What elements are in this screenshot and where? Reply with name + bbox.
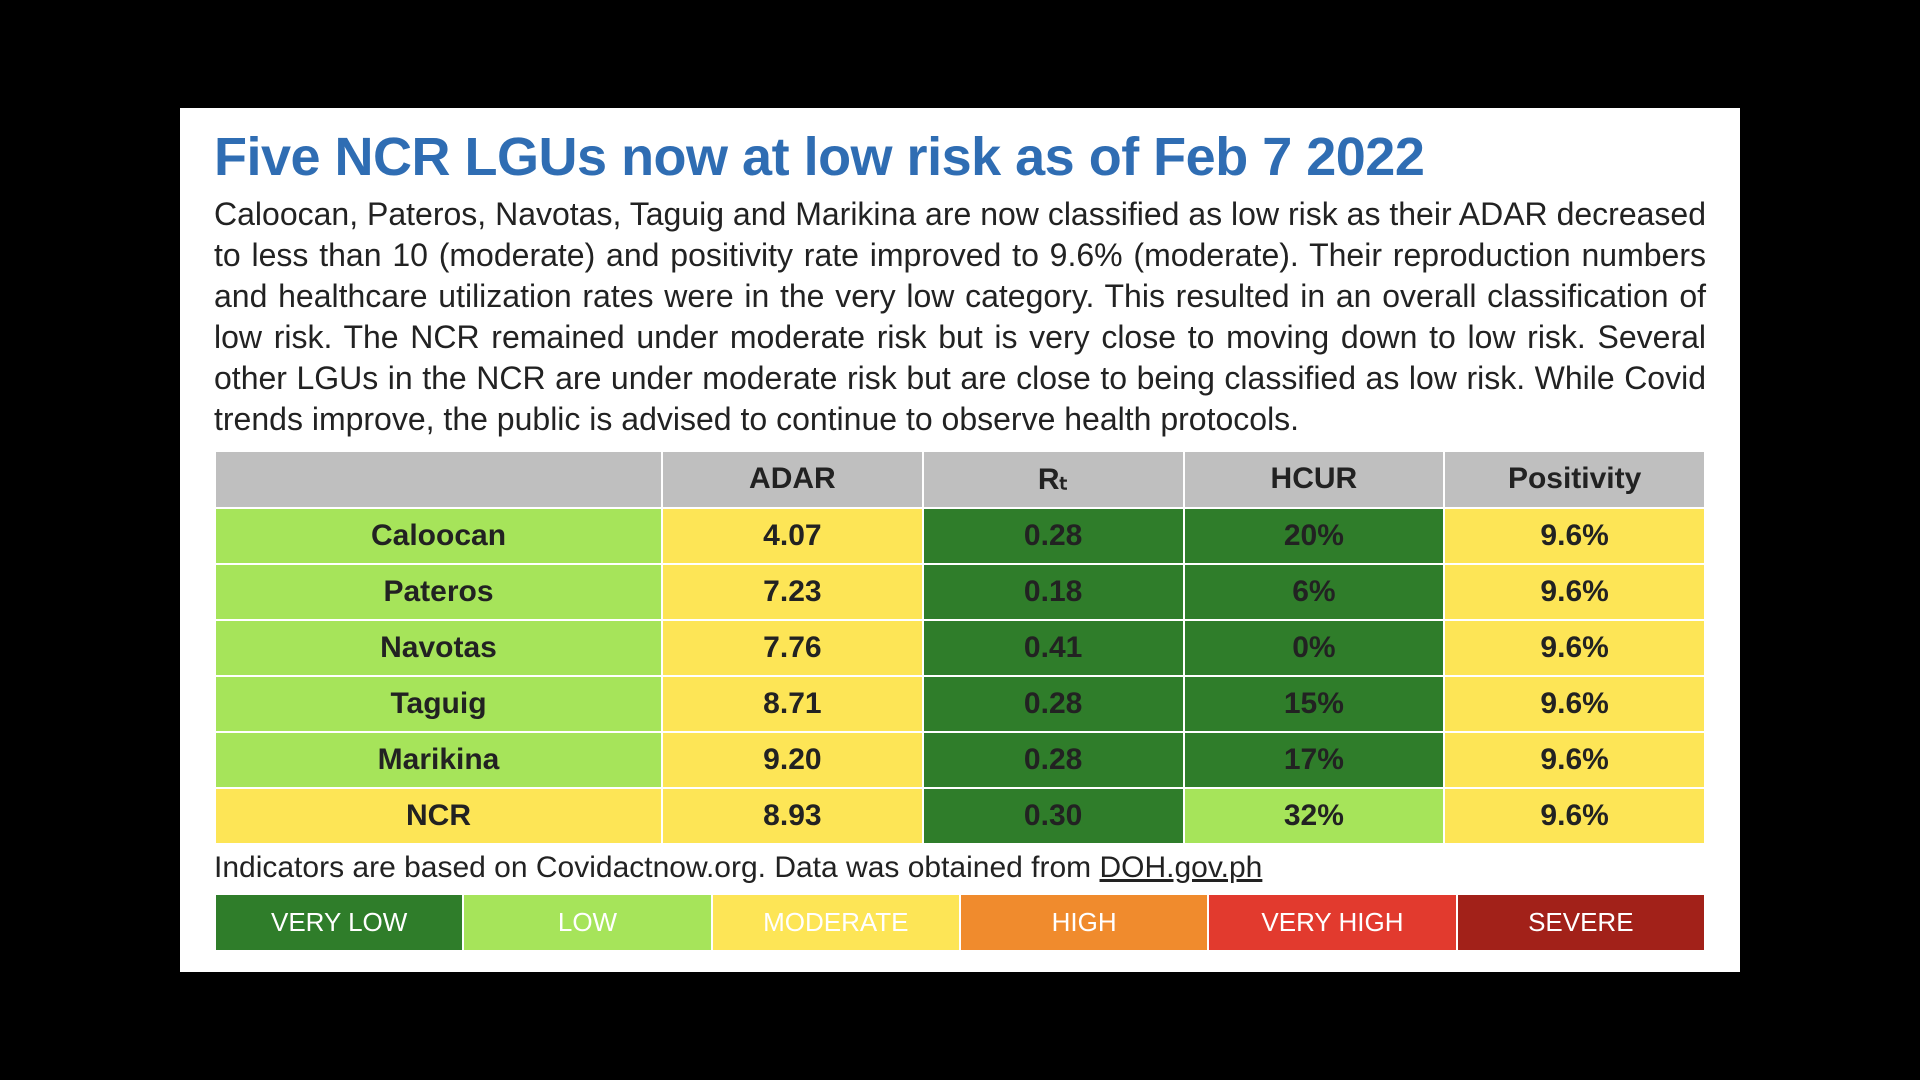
body-paragraph: Caloocan, Pateros, Navotas, Taguig and M… bbox=[214, 194, 1706, 440]
cell-rt: 0.18 bbox=[923, 564, 1184, 620]
cell-rt: 0.28 bbox=[923, 732, 1184, 788]
cell-hcur: 17% bbox=[1184, 732, 1445, 788]
cell-lgu: Pateros bbox=[215, 564, 662, 620]
cell-lgu: Caloocan bbox=[215, 508, 662, 564]
col-header-hcur: HCUR bbox=[1184, 451, 1445, 508]
legend-cell: LOW bbox=[463, 894, 711, 951]
cell-hcur: 6% bbox=[1184, 564, 1445, 620]
cell-hcur: 15% bbox=[1184, 676, 1445, 732]
cell-pos: 9.6% bbox=[1444, 676, 1705, 732]
table-row: Pateros7.230.186%9.6% bbox=[215, 564, 1705, 620]
cell-lgu: Navotas bbox=[215, 620, 662, 676]
cell-lgu: Marikina bbox=[215, 732, 662, 788]
col-header-rt: Rₜ bbox=[923, 451, 1184, 508]
cell-rt: 0.41 bbox=[923, 620, 1184, 676]
cell-rt: 0.30 bbox=[923, 788, 1184, 844]
cell-adar: 4.07 bbox=[662, 508, 923, 564]
legend-cell: MODERATE bbox=[712, 894, 960, 951]
cell-hcur: 0% bbox=[1184, 620, 1445, 676]
cell-adar: 8.71 bbox=[662, 676, 923, 732]
source-link[interactable]: DOH.gov.ph bbox=[1100, 851, 1263, 884]
cell-pos: 9.6% bbox=[1444, 788, 1705, 844]
cell-adar: 8.93 bbox=[662, 788, 923, 844]
col-header-adar: ADAR bbox=[662, 451, 923, 508]
page-title: Five NCR LGUs now at low risk as of Feb … bbox=[214, 126, 1706, 188]
risk-legend: VERY LOWLOWMODERATEHIGHVERY HIGHSEVERE bbox=[214, 893, 1706, 952]
col-header-positivity: Positivity bbox=[1444, 451, 1705, 508]
cell-pos: 9.6% bbox=[1444, 620, 1705, 676]
cell-pos: 9.6% bbox=[1444, 732, 1705, 788]
table-row: Marikina9.200.2817%9.6% bbox=[215, 732, 1705, 788]
cell-hcur: 20% bbox=[1184, 508, 1445, 564]
infographic-card: Five NCR LGUs now at low risk as of Feb … bbox=[180, 108, 1740, 972]
risk-table: ADAR Rₜ HCUR Positivity Caloocan4.070.28… bbox=[214, 450, 1706, 845]
legend-cell: VERY LOW bbox=[215, 894, 463, 951]
source-line: Indicators are based on Covidactnow.org.… bbox=[214, 851, 1706, 885]
legend-cell: HIGH bbox=[960, 894, 1208, 951]
cell-pos: 9.6% bbox=[1444, 564, 1705, 620]
cell-rt: 0.28 bbox=[923, 508, 1184, 564]
cell-rt: 0.28 bbox=[923, 676, 1184, 732]
source-text: Indicators are based on Covidactnow.org.… bbox=[214, 851, 1100, 884]
legend-cell: SEVERE bbox=[1457, 894, 1705, 951]
table-row: Caloocan4.070.2820%9.6% bbox=[215, 508, 1705, 564]
table-header-row: ADAR Rₜ HCUR Positivity bbox=[215, 451, 1705, 508]
cell-adar: 7.23 bbox=[662, 564, 923, 620]
cell-adar: 9.20 bbox=[662, 732, 923, 788]
cell-pos: 9.6% bbox=[1444, 508, 1705, 564]
cell-hcur: 32% bbox=[1184, 788, 1445, 844]
table-row: Taguig8.710.2815%9.6% bbox=[215, 676, 1705, 732]
cell-lgu: NCR bbox=[215, 788, 662, 844]
cell-adar: 7.76 bbox=[662, 620, 923, 676]
legend-cell: VERY HIGH bbox=[1208, 894, 1456, 951]
cell-lgu: Taguig bbox=[215, 676, 662, 732]
col-header-blank bbox=[215, 451, 662, 508]
table-row: NCR8.930.3032%9.6% bbox=[215, 788, 1705, 844]
table-row: Navotas7.760.410%9.6% bbox=[215, 620, 1705, 676]
